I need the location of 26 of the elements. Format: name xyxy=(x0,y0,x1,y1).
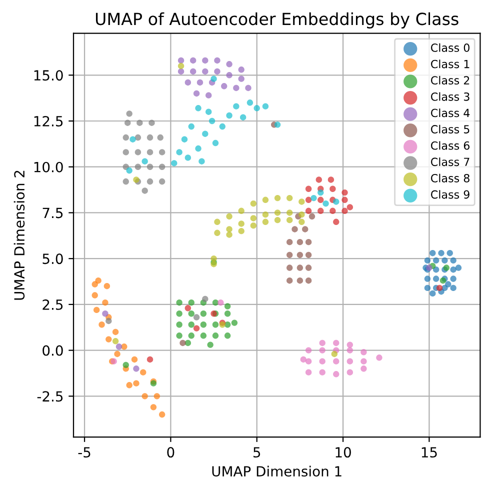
y-tick-label: 7.5 xyxy=(42,208,63,218)
y-tick-label: 0.0 xyxy=(42,345,63,356)
legend-label: Class 8 xyxy=(430,174,470,182)
legend-label: Class 0 xyxy=(430,43,470,52)
legend-label: Class 3 xyxy=(430,92,470,101)
legend-label: Class 1 xyxy=(430,60,470,68)
y-tick-label: 15.0 xyxy=(34,70,63,81)
chart-title: UMAP of Autoencoder Embeddings by Class xyxy=(96,12,458,28)
legend-label: Class 7 xyxy=(430,157,470,166)
x-tick-label: 10 xyxy=(336,447,351,458)
y-tick-label: 12.5 xyxy=(34,116,63,126)
legend-label: Class 2 xyxy=(430,76,470,85)
x-tick-label: 5 xyxy=(254,447,260,458)
x-tick-label: 15 xyxy=(422,447,437,458)
legend-label: Class 6 xyxy=(430,141,470,150)
y-tick-label: 5.0 xyxy=(42,254,63,264)
x-tick-label: 0 xyxy=(167,447,174,458)
x-tick-label: -5 xyxy=(78,447,90,458)
legend-label: Class 5 xyxy=(430,124,470,134)
legend-label: Class 9 xyxy=(430,190,470,199)
y-tick-label: 10.0 xyxy=(34,162,63,172)
y-axis-title: UMAP Dimension 2 xyxy=(14,170,25,300)
y-tick-label: 2.5 xyxy=(42,299,63,310)
y-tick-label: -2.5 xyxy=(37,391,63,402)
x-axis-title: UMAP Dimension 1 xyxy=(212,466,342,477)
legend-label: Class 4 xyxy=(430,108,470,118)
